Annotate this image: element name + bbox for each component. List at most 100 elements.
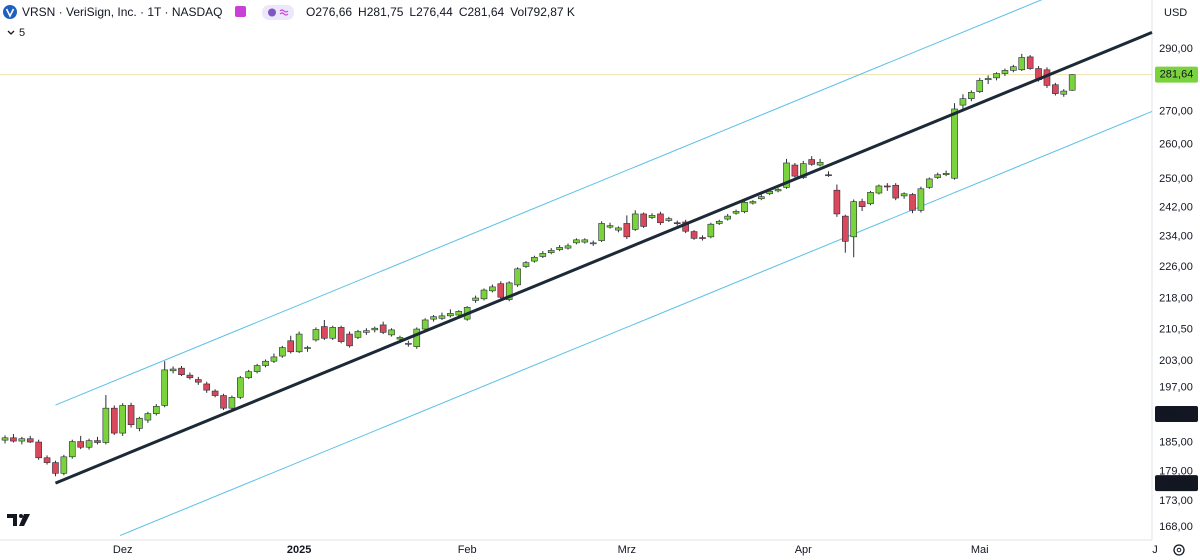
candle-body — [85, 440, 93, 448]
flag-icon[interactable] — [235, 6, 246, 17]
candle-body — [842, 215, 849, 242]
candle-body — [52, 462, 59, 474]
trendline — [54, 31, 1153, 485]
candle-body — [447, 313, 454, 317]
logo-part — [19, 514, 23, 518]
candle-body — [976, 80, 984, 92]
candle-body — [480, 289, 488, 300]
y-tick-label: 197,00 — [1159, 381, 1193, 393]
candle-body — [119, 405, 126, 434]
candle-body — [413, 328, 421, 347]
candle-body — [850, 201, 858, 238]
candle-body — [934, 174, 942, 178]
candle-body — [379, 324, 387, 333]
collapse-arrow[interactable] — [7, 30, 15, 35]
candle-body — [757, 196, 765, 200]
candle-body — [741, 202, 748, 213]
candle-body — [1026, 56, 1034, 69]
legend-value: 281,64 — [467, 5, 504, 19]
y-tick-label: 168,00 — [1159, 521, 1193, 533]
y-tick-label: 173,00 — [1159, 495, 1193, 507]
candle-body — [875, 185, 883, 194]
y-tick-label: 242,00 — [1159, 201, 1193, 213]
candle-body — [321, 326, 328, 339]
candle-body — [195, 379, 202, 383]
candle-body — [522, 262, 530, 267]
pill-icon — [268, 8, 276, 17]
channel-upper — [55, 0, 1043, 406]
candle-body — [262, 360, 269, 366]
candle-body — [514, 268, 521, 286]
candle-body — [279, 347, 286, 357]
candle-body — [346, 333, 353, 347]
x-tick-label: Dez — [113, 544, 133, 556]
candle-body — [1018, 57, 1026, 71]
pill-wave — [279, 9, 289, 16]
candle-body — [312, 329, 320, 341]
candle-body — [724, 215, 731, 220]
candle-body — [564, 245, 572, 249]
candle-body — [18, 438, 26, 442]
legend-value: 276,44 — [416, 5, 453, 19]
candle-body — [589, 242, 597, 245]
candle-body — [926, 178, 933, 188]
candle-body — [942, 173, 950, 176]
symbol-logo-mark — [5, 8, 15, 18]
price-marker-label: 176,62 — [1160, 477, 1194, 489]
candle-body — [539, 253, 547, 257]
candle-body — [337, 327, 345, 342]
gear[interactable] — [1173, 544, 1185, 556]
candle-body — [766, 190, 773, 195]
currency[interactable]: USD — [1164, 7, 1187, 19]
candle-body — [127, 405, 135, 426]
candle-body — [26, 438, 34, 443]
x-tick-label: Apr — [795, 544, 812, 556]
candle-body — [707, 223, 715, 238]
candle-body — [270, 356, 278, 362]
candle-body — [1, 437, 9, 441]
candle-body — [169, 368, 177, 372]
y-tick-label: 203,00 — [1159, 355, 1193, 367]
candle-body — [573, 239, 580, 244]
channel-lower — [119, 110, 1153, 537]
candle-body — [648, 215, 656, 218]
candle-body — [623, 223, 631, 238]
candle-body — [329, 327, 337, 339]
candle-body — [354, 331, 362, 338]
candle-body — [228, 397, 236, 409]
candle-body — [1010, 66, 1017, 71]
settings-icon[interactable] — [1173, 544, 1185, 556]
candle-body — [858, 201, 866, 207]
y-tick-label: 234,00 — [1159, 231, 1193, 243]
price-marker-box — [1155, 406, 1198, 423]
candle-body — [598, 223, 605, 241]
candle-body — [136, 417, 143, 429]
candle-body — [732, 211, 740, 214]
candle-body — [867, 192, 874, 205]
symbol-title[interactable]: VRSN · VeriSign, Inc. · 1T · NASDAQ — [22, 5, 223, 19]
candle-body — [715, 220, 723, 224]
candle-body — [60, 456, 68, 474]
candle-body — [640, 213, 647, 227]
candle-body — [606, 225, 614, 228]
candle-body — [909, 194, 916, 211]
candle-body — [421, 319, 429, 330]
candle-body — [430, 316, 437, 320]
candle-body — [220, 395, 227, 409]
candle-body — [489, 286, 496, 292]
y-tick-label: 250,00 — [1159, 173, 1193, 185]
indicator-pill[interactable] — [262, 5, 294, 20]
candle-body — [984, 78, 992, 81]
y-tick-label: 218,00 — [1159, 293, 1193, 305]
candle-body — [10, 437, 17, 442]
candle-body — [581, 239, 589, 243]
legend-key: C — [459, 5, 468, 19]
x-tick-label: Feb — [458, 544, 477, 556]
candle-body — [186, 374, 194, 379]
indicator-count[interactable]: 5 — [19, 27, 25, 39]
symbol-logo — [3, 5, 17, 19]
logo-part — [7, 514, 17, 526]
candle-body — [363, 330, 370, 333]
